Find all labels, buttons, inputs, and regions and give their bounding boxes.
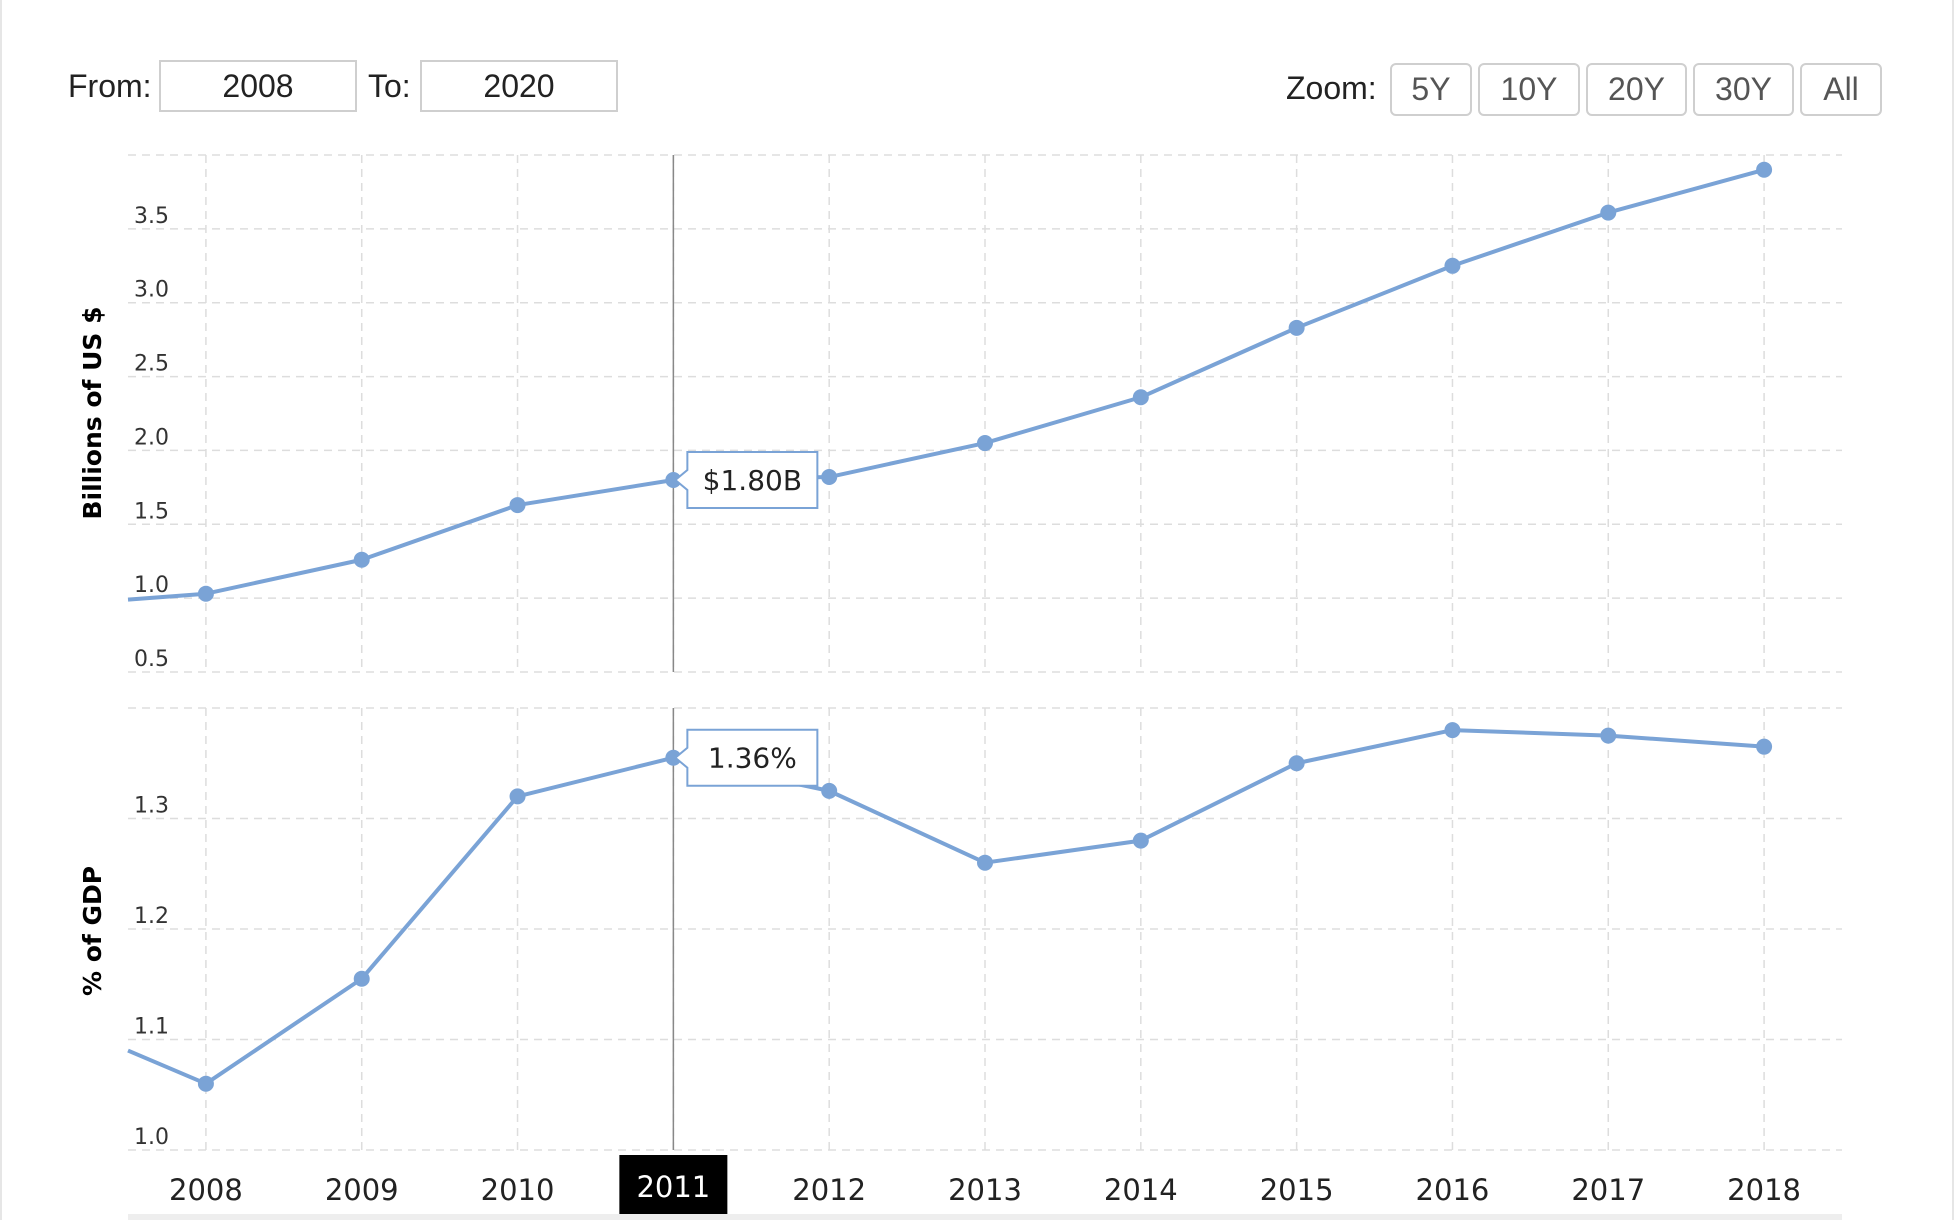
y-tick-label: 2.5: [134, 352, 169, 377]
y-tick-label: 1.5: [134, 499, 169, 524]
data-point: [509, 497, 526, 514]
tooltip: 1.36%: [673, 728, 819, 787]
from-label: From:: [68, 68, 152, 104]
data-point: [821, 469, 838, 486]
zoom-label: Zoom:: [1286, 70, 1377, 106]
y-tick-label: 1.1: [134, 1015, 169, 1040]
data-point: [197, 1075, 214, 1092]
y-tick-label: 0.5: [134, 647, 169, 672]
tooltip-box: [673, 728, 819, 787]
data-point: [1756, 161, 1773, 178]
x-tick-label: 2009: [325, 1173, 399, 1207]
data-point: [1444, 257, 1461, 274]
zoom-30y-button[interactable]: 30Y: [1693, 63, 1794, 116]
y-tick-label: 3.0: [134, 278, 169, 303]
to-label: To:: [368, 68, 411, 104]
data-point: [197, 585, 214, 602]
x-tick-label: 2018: [1727, 1173, 1801, 1207]
x-tick-label: 2015: [1260, 1173, 1334, 1207]
x-tick-label: 2012: [792, 1173, 866, 1207]
chart-panel-gdp: 1.0 1.1 1.2 1.3 % of GDP 1.36%: [78, 707, 1842, 1151]
x-highlight-badge: [619, 1155, 728, 1215]
data-point: [1444, 722, 1461, 739]
data-point: [977, 435, 993, 452]
data-point: [665, 749, 682, 766]
data-point: [1132, 832, 1149, 849]
x-tick-label-highlighted: 2011: [636, 1170, 710, 1204]
data-point: [1288, 755, 1305, 772]
tooltip-value: $1.80B: [703, 464, 802, 497]
series-line: [127, 167, 1765, 602]
data-point: [1600, 204, 1617, 221]
x-tick-label: 2014: [1104, 1173, 1178, 1207]
x-axis: 2008 2009 2010 2011 2012 2013 2014 2015 2016 2017…: [128, 1155, 1842, 1220]
data-point: [977, 854, 993, 871]
series-line: [127, 728, 1765, 1086]
y-tick-label: 1.3: [134, 794, 169, 819]
y-tick-label: 2.0: [134, 425, 169, 450]
zoom-20y-button[interactable]: 20Y: [1586, 63, 1687, 116]
data-point: [1288, 319, 1305, 336]
tooltip: $1.80B: [673, 450, 819, 509]
navigator-strip: [128, 1214, 1842, 1220]
data-point: [353, 551, 370, 568]
zoom-all-button[interactable]: All: [1800, 63, 1882, 116]
tooltip-value: 1.36%: [708, 742, 797, 775]
y-axis-title: Billions of US $: [78, 306, 107, 519]
data-point: [353, 970, 370, 987]
y-tick-label: 1.2: [134, 904, 169, 929]
data-point: [509, 788, 526, 805]
x-tick-label: 2017: [1571, 1173, 1645, 1207]
y-tick-label: 3.5: [134, 204, 169, 229]
x-tick-label: 2008: [169, 1173, 243, 1207]
x-tick-label: 2016: [1416, 1173, 1490, 1207]
zoom-10y-button[interactable]: 10Y: [1478, 63, 1580, 116]
data-point: [821, 782, 838, 799]
x-tick-label: 2010: [481, 1173, 555, 1207]
data-point: [665, 471, 682, 488]
y-tick-label: 1.0: [134, 573, 169, 598]
zoom-5y-button[interactable]: 5Y: [1390, 63, 1472, 116]
x-tick-label: 2013: [948, 1173, 1022, 1207]
y-tick-label: 1.0: [134, 1125, 169, 1150]
y-axis-title: % of GDP: [78, 866, 107, 996]
data-point: [1756, 738, 1773, 755]
data-point: [1132, 389, 1149, 406]
tooltip-box: [673, 450, 819, 509]
from-date-input[interactable]: [159, 60, 357, 112]
chart-panel-value: 0.5 1.0 1.5 2.0 2.5 3.0 3.5 Billions of US $ $1.…: [78, 154, 1842, 673]
data-point: [1600, 727, 1617, 744]
to-date-input[interactable]: [420, 60, 618, 112]
